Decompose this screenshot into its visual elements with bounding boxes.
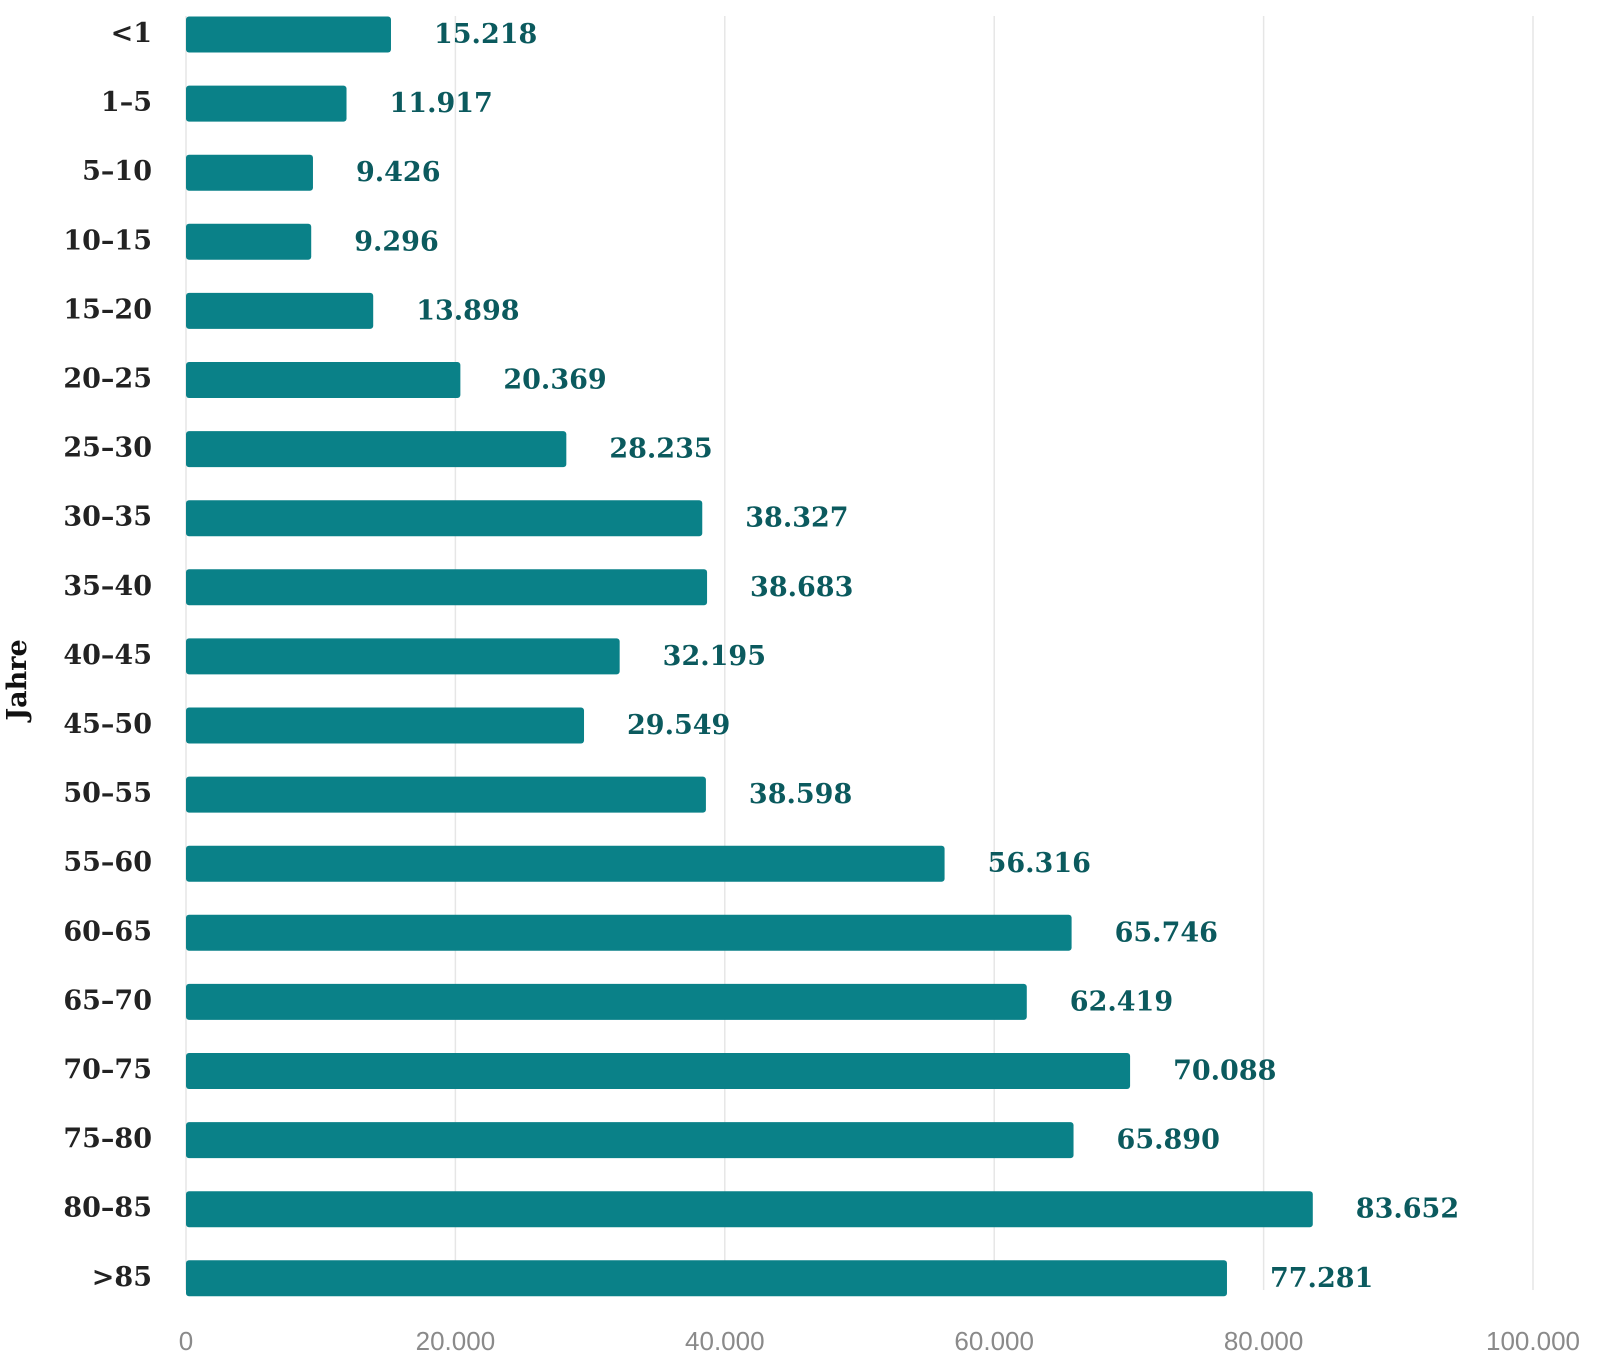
value-label: 9.296 [354,226,439,257]
value-label: 77.281 [1270,1263,1373,1294]
value-label: 32.195 [663,641,766,672]
category-label: 60–65 [63,916,152,947]
value-label: 83.652 [1356,1194,1459,1225]
value-label: 65.746 [1115,917,1218,948]
x-tick-label: 40.000 [685,1326,765,1356]
value-labels: 15.218 11.917 9.426 9.296 13.898 20.369 28.235… [354,19,1459,1294]
value-label: 29.549 [627,710,730,741]
value-label: 38.327 [745,503,848,534]
bar [186,845,945,882]
value-label: 20.369 [503,365,606,396]
category-label: 65–70 [63,985,152,1016]
category-label: <1 [111,18,152,49]
category-label: 5–10 [82,156,152,187]
value-label: 28.235 [609,434,712,465]
category-label: 75–80 [63,1124,152,1155]
value-label: 11.917 [390,88,493,119]
category-label: 1–5 [101,87,152,118]
bar [186,707,585,744]
category-label: 30–35 [63,502,152,533]
category-label: 55–60 [63,847,152,878]
bar [186,292,374,329]
bar [186,223,312,260]
value-label: 62.419 [1070,986,1173,1017]
category-labels: <1 1–5 5–10 10–15 15–20 20–25 25–30 30–35 35–40 4… [63,18,152,1293]
x-tick-label: 20.000 [416,1326,496,1356]
category-label: >85 [92,1262,152,1293]
category-label: 20–25 [63,364,152,395]
category-label: 50–55 [63,778,152,809]
value-label: 65.890 [1117,1125,1220,1156]
bar [186,1122,1074,1159]
value-label: 9.426 [356,157,441,188]
bar [186,569,708,606]
x-axis-ticks: 0 20.000 40.000 60.000 80.000 100.000 [179,1326,1580,1356]
category-label: 35–40 [63,571,152,602]
value-label: 15.218 [434,19,537,50]
bar [186,638,620,675]
x-tick-label: 0 [179,1326,193,1356]
bar [186,362,461,398]
value-label: 38.683 [750,572,853,603]
category-label: 40–45 [63,640,152,671]
value-label: 13.898 [416,295,519,326]
value-label: 56.316 [988,848,1091,879]
bar [186,154,313,191]
bar [186,500,703,537]
bar [186,16,391,53]
x-tick-label: 60.000 [954,1326,1034,1356]
category-label: 15–20 [63,294,152,325]
category-label: 80–85 [63,1193,152,1224]
bar [186,85,347,122]
value-label: 38.598 [749,779,852,810]
bar [186,1260,1227,1297]
bar [186,1053,1131,1089]
category-label: 45–50 [63,709,152,740]
bars [186,16,1313,1297]
bar [186,431,567,468]
bar [186,914,1072,951]
x-tick-label: 80.000 [1224,1326,1304,1356]
value-label: 70.088 [1173,1056,1276,1087]
bar [186,983,1027,1020]
category-label: 10–15 [63,225,152,256]
bar [186,1191,1313,1228]
category-label: 70–75 [63,1055,152,1086]
y-axis-title: Jahre [2,639,33,722]
category-label: 25–30 [63,433,152,464]
bar [186,776,706,813]
x-tick-label: 100.000 [1486,1326,1580,1356]
